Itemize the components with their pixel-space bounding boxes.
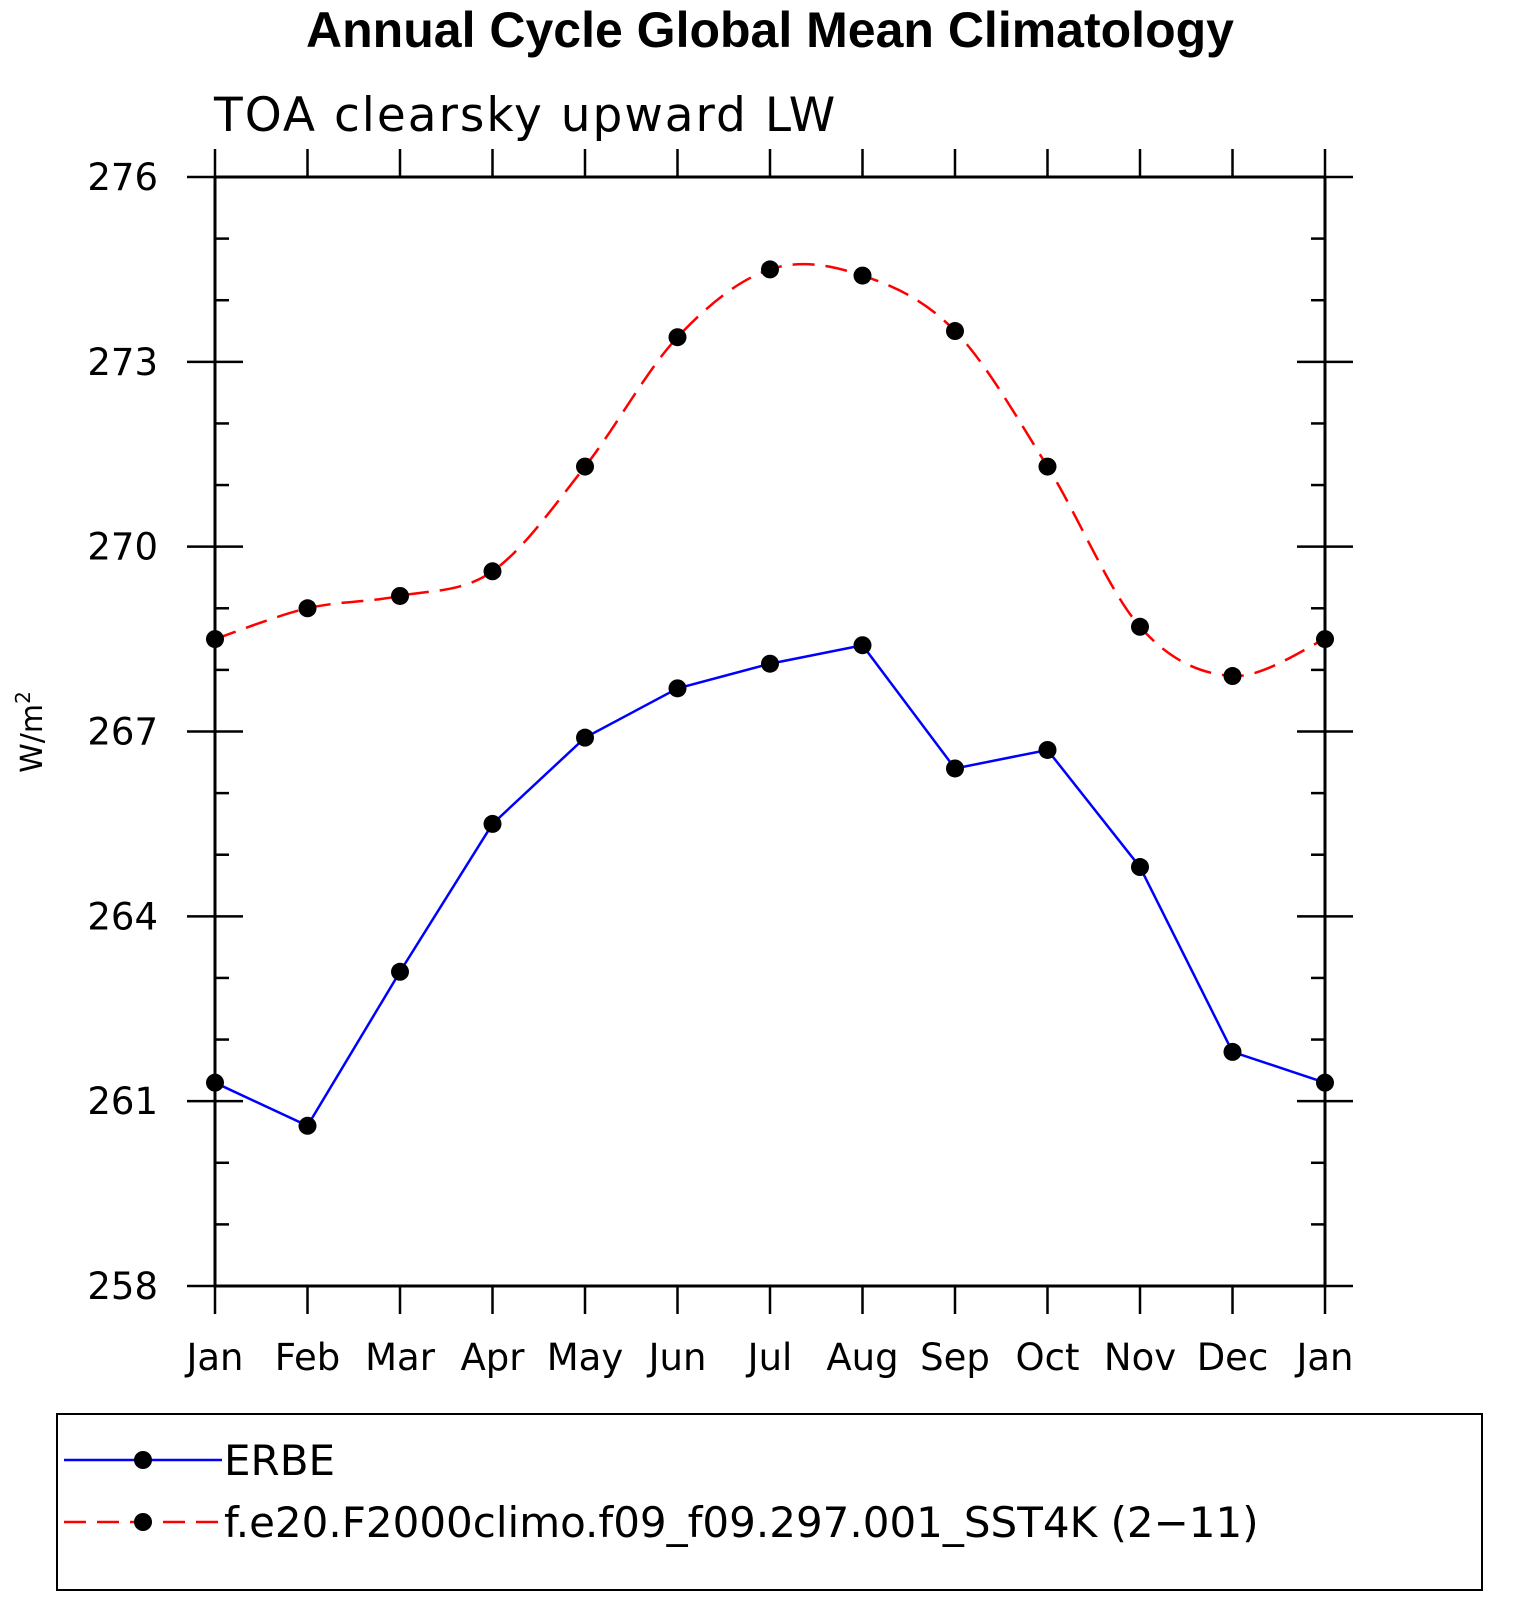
data-point bbox=[576, 728, 594, 747]
data-point bbox=[391, 962, 409, 981]
x-tick-label: Sep bbox=[920, 1336, 990, 1379]
x-tick-label: Nov bbox=[1104, 1336, 1176, 1379]
data-point bbox=[298, 1116, 317, 1135]
chart-title: Annual Cycle Global Mean Climatology bbox=[306, 2, 1234, 58]
data-point bbox=[1038, 457, 1057, 476]
data-point bbox=[298, 599, 317, 618]
x-tick-label: Mar bbox=[365, 1336, 436, 1379]
legend: ERBE f.e20.F2000climo.f09_f09.297.001_SST… bbox=[56, 1413, 1483, 1591]
x-tick-label: Apr bbox=[460, 1336, 525, 1379]
data-point bbox=[946, 322, 964, 341]
data-point bbox=[1316, 630, 1334, 649]
x-tick-label: May bbox=[547, 1336, 624, 1379]
y-tick-label: 276 bbox=[87, 156, 158, 199]
data-point bbox=[1131, 858, 1149, 877]
data-point bbox=[946, 759, 964, 778]
data-point bbox=[853, 266, 872, 285]
x-tick-label: Feb bbox=[275, 1336, 341, 1379]
data-point bbox=[761, 654, 779, 673]
x-tick-label: Oct bbox=[1016, 1336, 1080, 1379]
data-point bbox=[761, 260, 779, 279]
data-point bbox=[576, 457, 594, 476]
data-point bbox=[391, 586, 409, 605]
x-axis: Jan Feb Mar Apr May Jun Jul Aug Sep Oct Nov Dec Jan bbox=[184, 149, 1354, 1379]
y-tick-label: 270 bbox=[87, 526, 158, 569]
series-0 bbox=[206, 636, 1334, 1135]
legend-label: f.e20.F2000climo.f09_f09.297.001_SST4K (… bbox=[224, 1498, 1259, 1547]
data-point bbox=[1316, 1073, 1334, 1092]
data-point bbox=[1223, 667, 1242, 686]
y-axis-label-superscript: 2 bbox=[11, 691, 35, 704]
data-point bbox=[483, 562, 502, 581]
y-tick-label: 273 bbox=[87, 341, 158, 384]
data-point bbox=[1223, 1042, 1242, 1061]
data-point bbox=[1131, 617, 1149, 636]
data-point bbox=[206, 630, 224, 649]
series-layer bbox=[206, 260, 1334, 1135]
data-point bbox=[1038, 740, 1057, 759]
y-axis-label-unit: W/m bbox=[15, 704, 50, 773]
y-tick-label: 261 bbox=[87, 1080, 158, 1123]
series-line bbox=[214, 643, 1326, 1128]
x-tick-label: Jan bbox=[184, 1336, 243, 1379]
x-tick-label: Jun bbox=[647, 1336, 707, 1379]
y-axis-label: W/m2 bbox=[11, 691, 50, 773]
series-1 bbox=[206, 260, 1334, 686]
x-tick-label: Aug bbox=[826, 1336, 898, 1379]
legend-label: ERBE bbox=[224, 1436, 335, 1485]
y-tick-label: 258 bbox=[87, 1265, 158, 1308]
legend-marker bbox=[134, 1513, 152, 1531]
chart-subtitle: TOA clearsky upward LW bbox=[213, 88, 837, 143]
data-point bbox=[853, 636, 872, 655]
data-point bbox=[483, 814, 502, 833]
legend-box bbox=[56, 1413, 1483, 1591]
x-tick-label: Jan bbox=[1294, 1336, 1353, 1379]
plot-frame bbox=[213, 175, 1327, 1288]
data-point bbox=[668, 679, 687, 698]
series-line bbox=[214, 262, 1326, 678]
data-point bbox=[668, 328, 687, 347]
y-axis: 258 261 264 267 270 273 276 bbox=[87, 156, 1353, 1308]
legend-marker bbox=[134, 1451, 152, 1469]
y-tick-label: 264 bbox=[87, 895, 158, 938]
data-point bbox=[206, 1073, 224, 1092]
y-tick-label: 267 bbox=[87, 711, 158, 754]
x-tick-label: Jul bbox=[746, 1336, 793, 1379]
x-tick-label: Dec bbox=[1197, 1336, 1269, 1379]
